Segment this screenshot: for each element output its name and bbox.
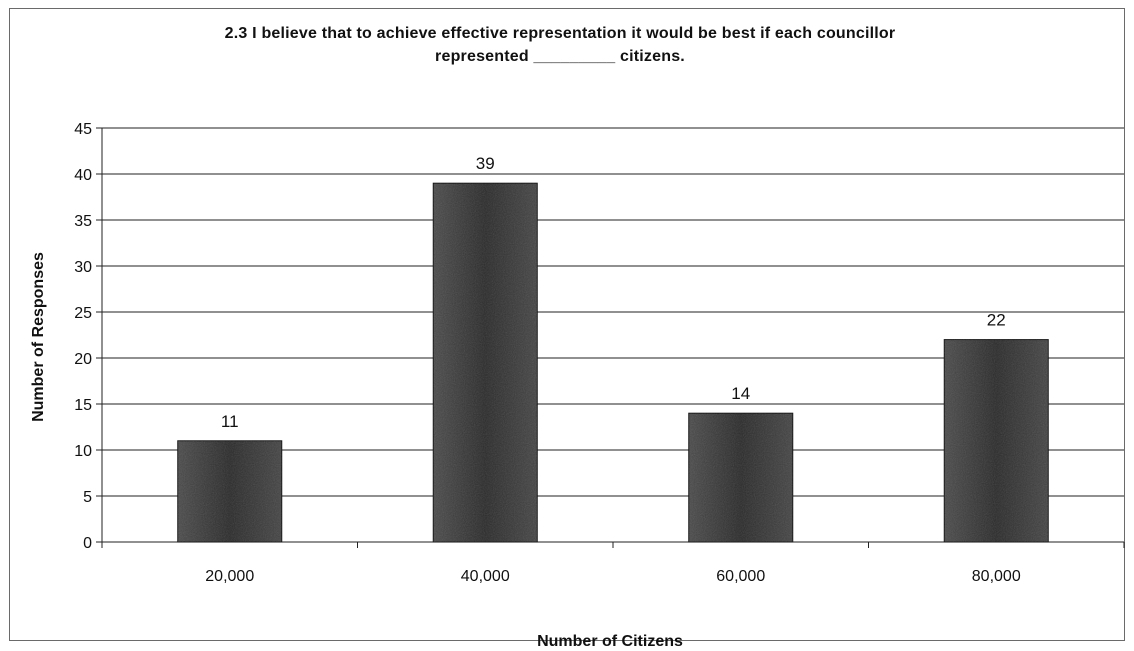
y-tick-label: 0 <box>83 535 92 552</box>
labels: 0 5 10 15 20 25 30 35 40 45 11 20,000 39 40,000 14 60,0… <box>74 121 1021 585</box>
chart-title-line-2: represented _________ citizens. <box>435 48 685 65</box>
x-axis-label: Number of Citizens <box>537 633 683 650</box>
chart-title-line-1: 2.3 I believe that to achieve effective … <box>224 25 896 42</box>
y-tick-label: 35 <box>74 213 92 230</box>
bar-texture <box>688 413 793 542</box>
y-tick-label: 10 <box>74 443 92 460</box>
data-label: 11 <box>221 412 239 431</box>
x-tick-label: 80,000 <box>972 568 1021 585</box>
x-tick-label: 20,000 <box>205 568 254 585</box>
y-tick-label: 40 <box>74 167 92 184</box>
bar-texture <box>433 183 538 542</box>
chart-title: 2.3 I believe that to achieve effective … <box>40 22 1080 68</box>
data-label: 39 <box>476 154 495 173</box>
bars <box>177 182 1049 543</box>
data-label: 22 <box>987 311 1006 330</box>
bar-texture <box>177 440 282 542</box>
y-tick-label: 5 <box>83 489 92 506</box>
y-tick-label: 30 <box>74 259 92 276</box>
x-tick-label: 40,000 <box>461 568 510 585</box>
bar-texture <box>944 339 1049 542</box>
y-tick-label: 25 <box>74 305 92 322</box>
x-tick-label: 60,000 <box>716 568 765 585</box>
y-tick-label: 15 <box>74 397 92 414</box>
data-label: 14 <box>731 384 750 403</box>
y-tick-label: 20 <box>74 351 92 368</box>
y-tick-label: 45 <box>74 121 92 138</box>
